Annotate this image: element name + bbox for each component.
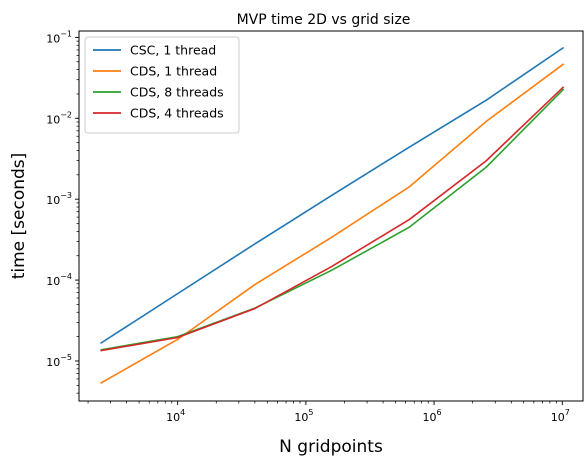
y-tick-label: 10−3	[46, 191, 72, 207]
legend-label: CDS, 8 threads	[130, 85, 224, 100]
legend-label: CDS, 1 thread	[130, 64, 217, 79]
legend-label: CDS, 4 threads	[130, 106, 224, 121]
x-tick-label: 107	[551, 408, 570, 424]
series-line-4	[100, 86, 565, 352]
y-tick-label: 10−2	[46, 110, 72, 126]
plot-area	[100, 46, 565, 384]
x-tick-label: 105	[294, 408, 313, 424]
series-line-1	[100, 46, 565, 345]
y-tick-label: 10−1	[46, 29, 72, 45]
series-line-3	[100, 88, 565, 351]
y-tick-label: 10−5	[46, 353, 72, 369]
legend-box	[84, 36, 240, 134]
y-axis-label: time [seconds]	[9, 153, 29, 280]
y-tick-label: 10−4	[46, 272, 72, 288]
x-tick-label: 104	[166, 408, 185, 424]
axis-ticks: 104 105 106 107 10−5 10−4 10−3 10−2 10−1	[46, 29, 570, 424]
x-tick-label: 106	[423, 408, 442, 424]
axes-frame	[78, 30, 584, 402]
series-line-2	[100, 63, 565, 384]
x-axis-label: N gridpoints	[279, 437, 383, 457]
legend: CSC, 1 thread CDS, 1 thread CDS, 8 threads…	[84, 36, 240, 134]
legend-label: CSC, 1 thread	[130, 43, 216, 58]
chart-title: MVP time 2D vs grid size	[237, 12, 411, 28]
